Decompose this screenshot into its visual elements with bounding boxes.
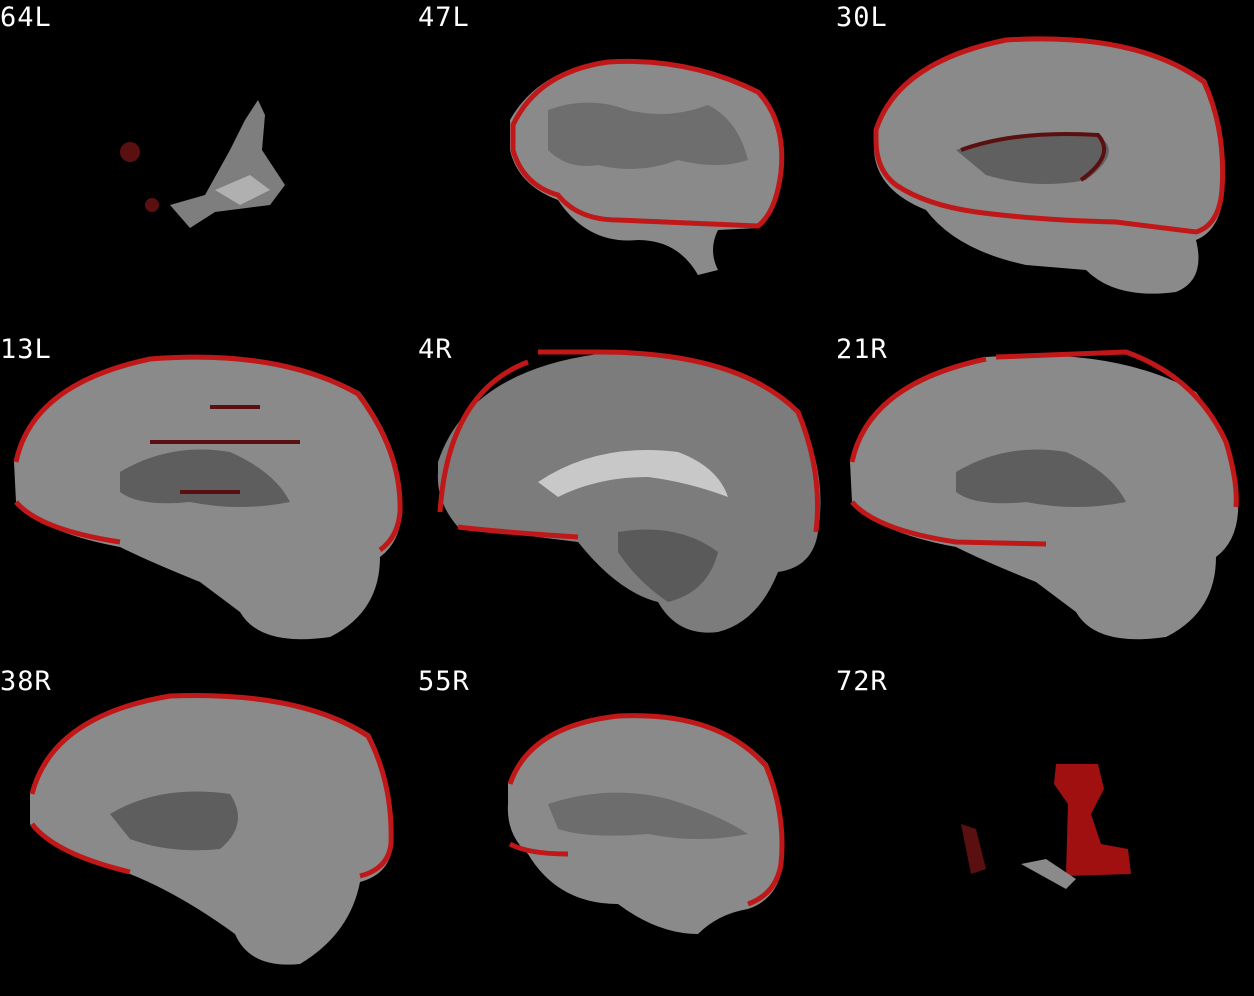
slice-panel-64L: 64L (0, 0, 418, 332)
brain-slice-image (507, 713, 785, 934)
slice-panel-47L: 47L (418, 0, 836, 332)
slice-label: 38R (0, 666, 52, 697)
slice-label: 55R (418, 666, 470, 697)
brain-slice-image (120, 100, 285, 228)
slice-label: 21R (836, 334, 888, 365)
brain-slice-image (961, 764, 1131, 889)
slice-panel-13L: 13L (0, 332, 418, 664)
brain-slice-image (13, 354, 403, 640)
slice-panel-21R: 21R (836, 332, 1254, 664)
brain-slice-image (29, 693, 394, 965)
brain-slice-image (849, 349, 1239, 640)
slice-panel-4R: 4R (418, 332, 836, 664)
slice-panel-55R: 55R (418, 664, 836, 996)
slice-panel-30L: 30L (836, 0, 1254, 332)
slice-label: 64L (0, 2, 52, 33)
slice-label: 13L (0, 334, 52, 365)
slice-label: 47L (418, 2, 470, 33)
slice-panel-38R: 38R (0, 664, 418, 996)
slice-label: 4R (418, 334, 453, 365)
brain-slice-image (510, 58, 785, 275)
slice-label: 72R (836, 666, 888, 697)
brain-slice-image (873, 36, 1226, 294)
brain-slice-image (437, 349, 821, 633)
slice-panel-72R: 72R (836, 664, 1254, 996)
slice-label: 30L (836, 2, 888, 33)
